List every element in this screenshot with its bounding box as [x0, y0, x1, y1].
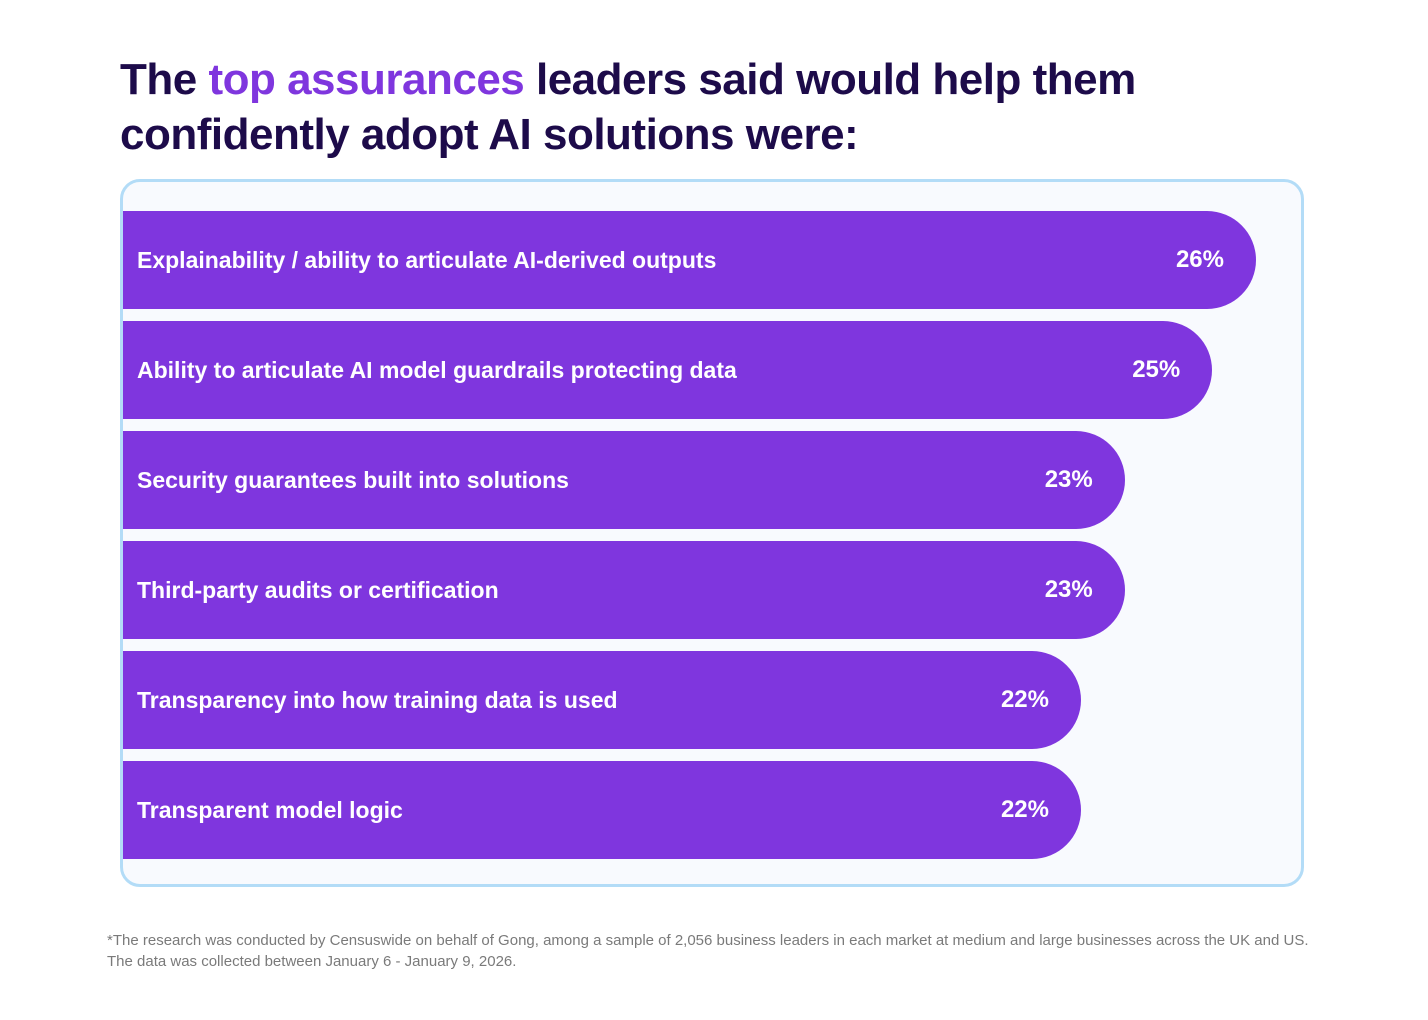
bar-label: Third-party audits or certification — [137, 577, 499, 603]
bar-value-label: 22% — [1000, 796, 1049, 823]
bar: Transparency into how training data is u… — [123, 651, 1081, 749]
bar-label: Transparency into how training data is u… — [137, 687, 618, 713]
bar-value-label: 26% — [1175, 246, 1224, 273]
bar: Explainability / ability to articulate A… — [123, 211, 1256, 309]
bar-label: Security guarantees built into solutions — [137, 467, 569, 493]
bar-value-label: 23% — [1044, 576, 1093, 603]
bar-label: Transparent model logic — [137, 797, 403, 823]
chart-title: The top assurances leaders said would he… — [120, 52, 1270, 162]
bar: Security guarantees built into solutions… — [123, 431, 1125, 529]
title-prefix: The — [120, 55, 209, 104]
bar: Transparent model logic 22% — [123, 761, 1081, 859]
bar: Ability to articulate AI model guardrail… — [123, 321, 1213, 419]
bar-label: Explainability / ability to articulate A… — [137, 247, 717, 273]
bar-value-label: 23% — [1044, 466, 1093, 493]
bar-label: Ability to articulate AI model guardrail… — [137, 357, 737, 383]
bar: Third-party audits or certification 23% — [123, 541, 1125, 639]
bar-value-label: 22% — [1000, 686, 1049, 713]
footnote: *The research was conducted by Censuswid… — [107, 932, 1309, 970]
title-suffix: leaders said would help them confidently… — [120, 55, 1136, 159]
bar-value-label: 25% — [1132, 356, 1181, 383]
chart-panel: Explainability / ability to articulate A… — [120, 179, 1304, 887]
title-highlight: top assurances — [208, 55, 525, 104]
